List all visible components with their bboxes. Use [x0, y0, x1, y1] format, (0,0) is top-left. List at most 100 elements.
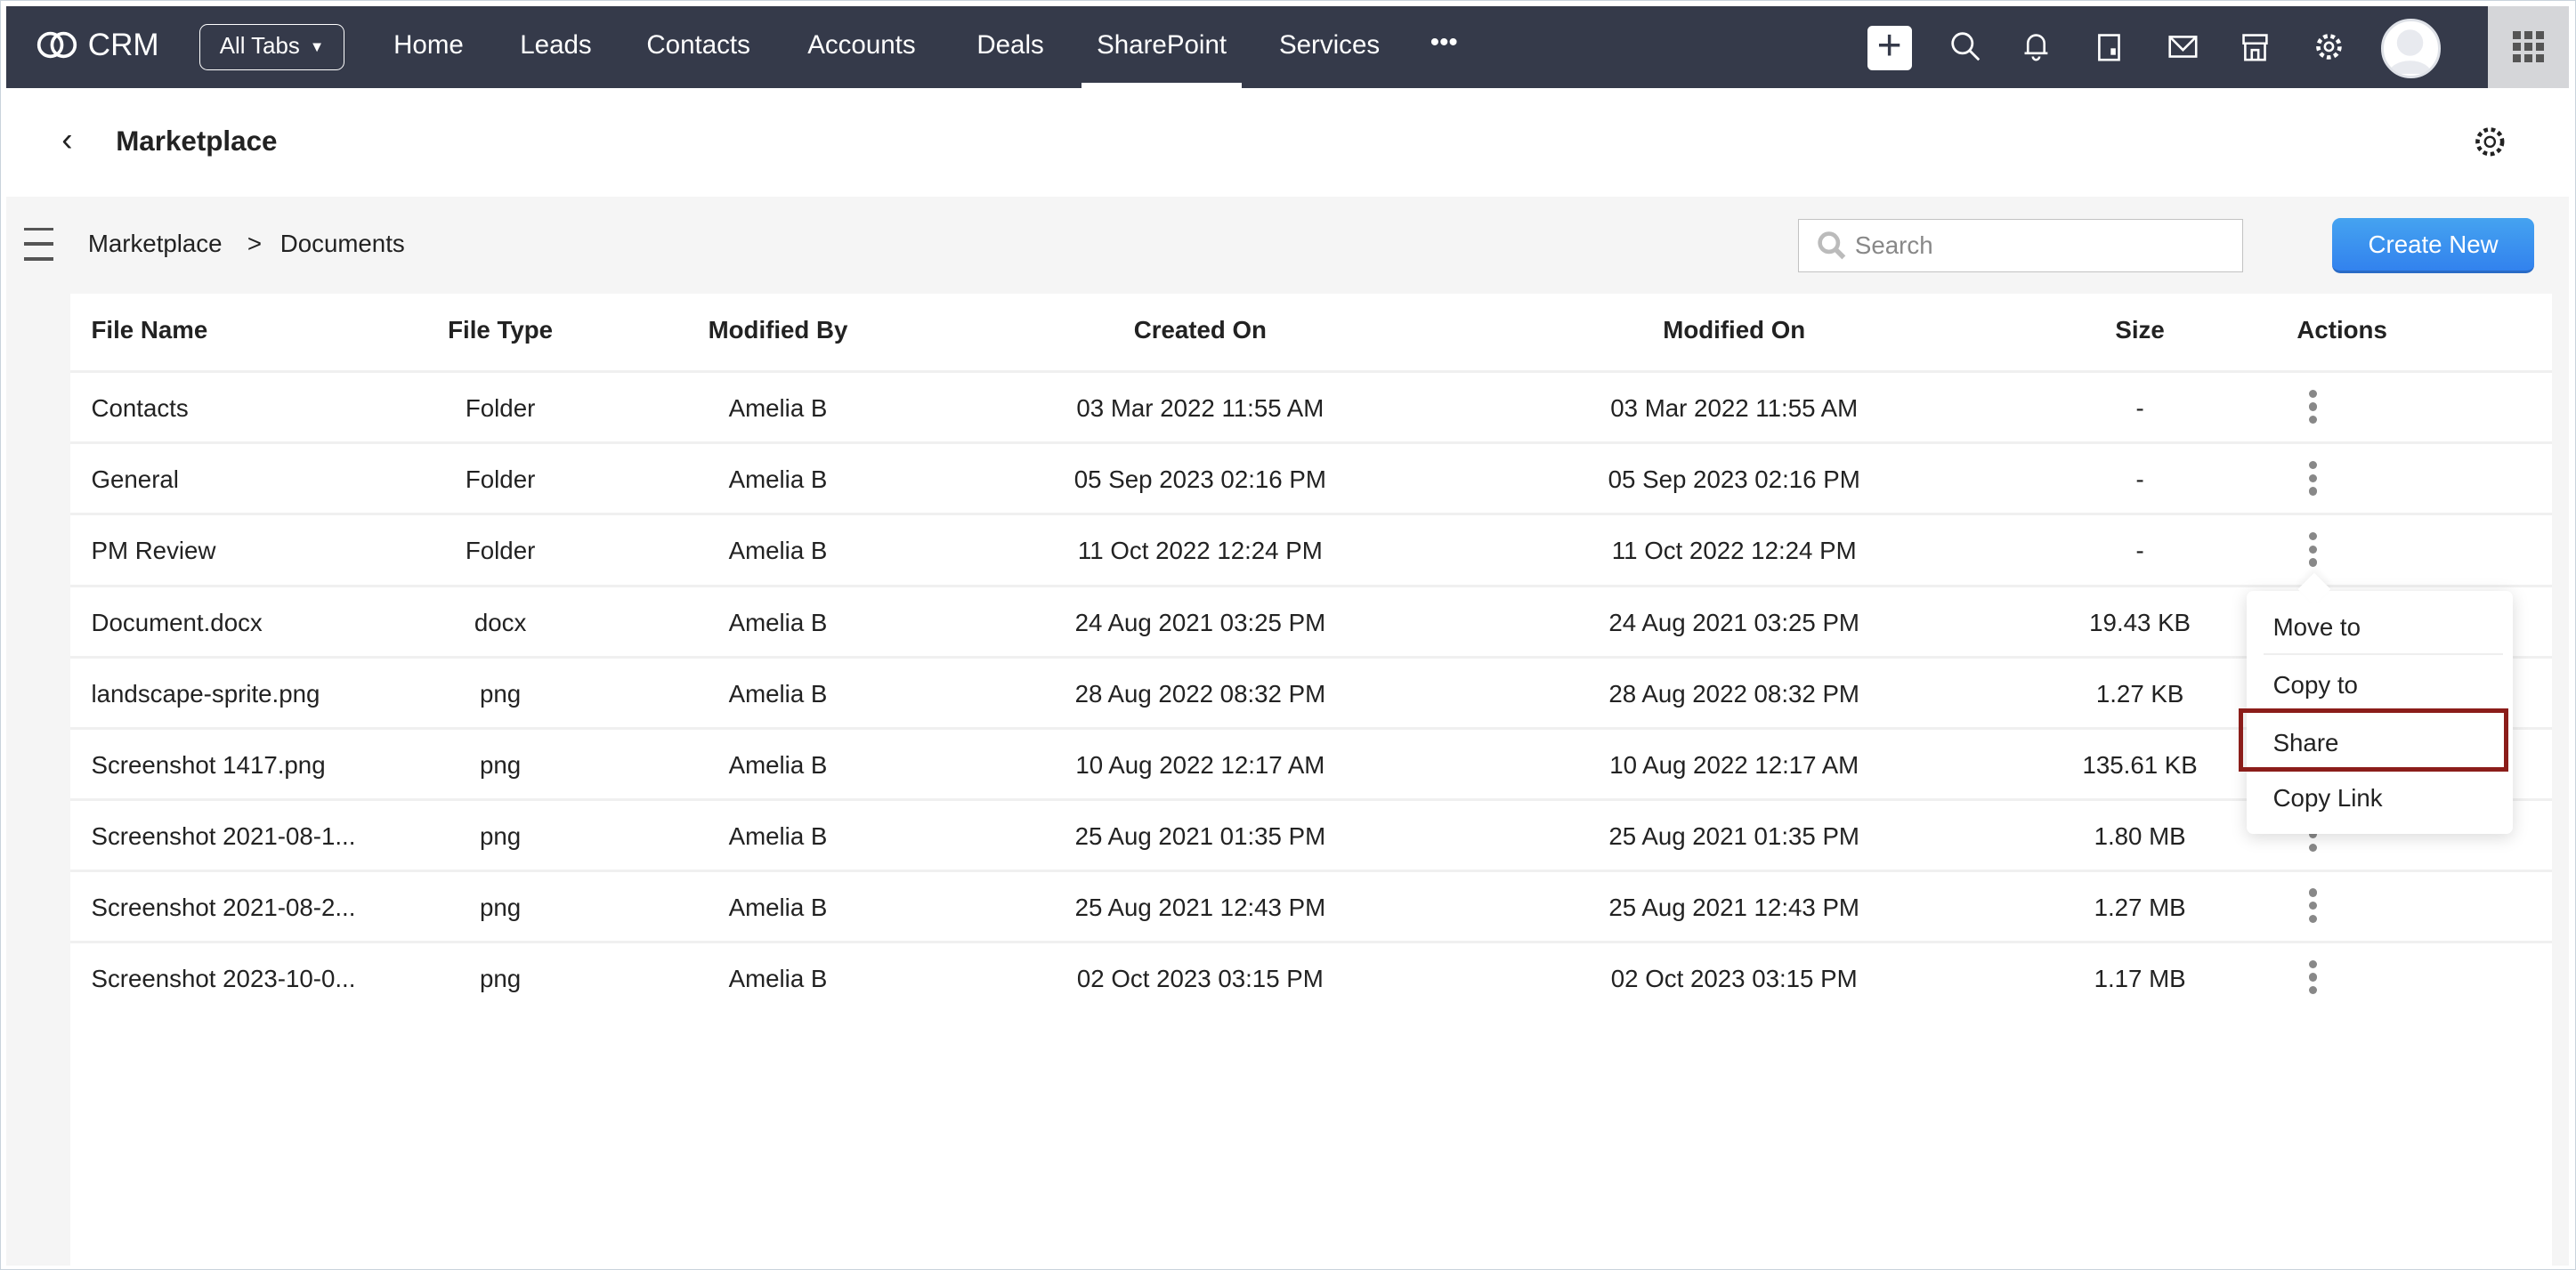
- cell-modified-on: 25 Aug 2021 12:43 PM: [1608, 893, 1859, 921]
- cell-file-name[interactable]: Contacts: [91, 394, 189, 423]
- menu-item-copy-link[interactable]: Copy Link: [2272, 784, 2383, 813]
- user-avatar[interactable]: [2381, 19, 2441, 78]
- tab-services[interactable]: Services: [1278, 30, 1381, 61]
- back-chevron-icon[interactable]: ‹: [61, 120, 73, 158]
- cell-file-name[interactable]: Screenshot 1417.png: [91, 750, 326, 779]
- settings-gear-icon[interactable]: [2309, 28, 2348, 67]
- cell-modified-by: Amelia B: [728, 893, 828, 921]
- cell-file-type: png: [479, 893, 522, 921]
- cell-modified-by: Amelia B: [728, 394, 828, 423]
- search-input[interactable]: Search: [1798, 219, 2244, 272]
- column-header-file-name[interactable]: File Name: [91, 316, 208, 344]
- cell-file-name[interactable]: Screenshot 2021-08-1...: [91, 821, 356, 850]
- cell-file-type: docx: [474, 608, 527, 636]
- crm-logo-icon: [36, 31, 77, 59]
- cell-size: 1.27 MB: [2094, 893, 2186, 921]
- page-settings-gear-icon[interactable]: [2472, 124, 2508, 167]
- more-actions-icon[interactable]: [2309, 460, 2319, 496]
- column-header-modified-on[interactable]: Modified On: [1663, 316, 1806, 344]
- cell-file-name[interactable]: Screenshot 2023-10-0...: [91, 965, 356, 993]
- search-icon[interactable]: [1946, 28, 1985, 67]
- column-header-size[interactable]: Size: [2115, 316, 2165, 344]
- cell-created-on: 03 Mar 2022 11:55 AM: [1076, 394, 1324, 423]
- crm-logo[interactable]: CRM: [36, 28, 159, 63]
- cell-file-type: png: [479, 821, 522, 850]
- cell-size: 1.27 KB: [2095, 679, 2184, 708]
- calendar-icon[interactable]: [2089, 28, 2128, 67]
- table-row[interactable]: Document.docx docx Amelia B 24 Aug 2021 03:…: [69, 584, 2553, 655]
- cell-modified-on: 28 Aug 2022 08:32 PM: [1608, 679, 1859, 708]
- apps-grid-icon[interactable]: [2488, 5, 2569, 88]
- documents-table: File Name File Type Modified By Created …: [69, 293, 2553, 1266]
- quick-create-button[interactable]: +: [1867, 24, 1912, 70]
- cell-file-name[interactable]: PM Review: [91, 537, 216, 565]
- user-icon: [2388, 29, 2432, 76]
- more-tabs-button[interactable]: •••: [1430, 27, 1458, 57]
- tab-accounts[interactable]: Accounts: [807, 30, 916, 61]
- table-row[interactable]: Screenshot 2023-10-0... png Amelia B 02 Oct…: [69, 941, 2553, 1011]
- cell-created-on: 25 Aug 2021 12:43 PM: [1074, 893, 1326, 921]
- table-row[interactable]: PM Review Folder Amelia B 11 Oct 2022 12:24…: [69, 513, 2553, 583]
- menu-item-share[interactable]: Share: [2272, 728, 2339, 756]
- cell-modified-on: 05 Sep 2023 02:16 PM: [1608, 465, 1860, 494]
- tab-sharepoint[interactable]: SharePoint: [1081, 30, 1242, 90]
- cell-file-type: Folder: [465, 537, 536, 565]
- cell-file-type: png: [479, 750, 522, 779]
- cell-created-on: 25 Aug 2021 01:35 PM: [1074, 821, 1326, 850]
- tab-deals[interactable]: Deals: [976, 30, 1044, 61]
- breadcrumb-marketplace[interactable]: Marketplace: [87, 229, 223, 257]
- cell-file-name[interactable]: landscape-sprite.png: [91, 679, 320, 708]
- menu-item-move-to[interactable]: Move to: [2272, 613, 2361, 642]
- more-actions-icon[interactable]: [2309, 531, 2319, 567]
- cell-modified-on: 25 Aug 2021 01:35 PM: [1608, 821, 1859, 850]
- cell-file-name[interactable]: Screenshot 2021-08-2...: [91, 893, 356, 921]
- column-header-created-on[interactable]: Created On: [1133, 316, 1267, 344]
- cell-size: 1.80 MB: [2094, 821, 2186, 850]
- cell-created-on: 28 Aug 2022 08:32 PM: [1074, 679, 1326, 708]
- cell-file-name[interactable]: General: [91, 465, 179, 494]
- tab-leads[interactable]: Leads: [520, 30, 592, 61]
- hamburger-menu-icon[interactable]: [23, 227, 54, 261]
- table-row[interactable]: Screenshot 1417.png png Amelia B 10 Aug 202…: [69, 726, 2553, 797]
- all-tabs-dropdown[interactable]: All Tabs ▼: [199, 23, 344, 70]
- plus-icon: +: [1876, 21, 1902, 69]
- table-row[interactable]: Screenshot 2021-08-2... png Amelia B 25 Aug…: [69, 870, 2553, 940]
- more-actions-icon[interactable]: [2309, 959, 2319, 995]
- table-row[interactable]: landscape-sprite.png png Amelia B 28 Aug 20…: [69, 655, 2553, 726]
- column-header-modified-by[interactable]: Modified By: [708, 316, 848, 344]
- bell-icon[interactable]: [2017, 28, 2056, 67]
- marketplace-icon[interactable]: [2235, 28, 2274, 67]
- page-title: Marketplace: [116, 125, 278, 158]
- menu-item-copy-to[interactable]: Copy to: [2272, 671, 2358, 700]
- table-row[interactable]: General Folder Amelia B 05 Sep 2023 02:16 P…: [69, 441, 2553, 512]
- more-actions-icon[interactable]: [2309, 888, 2319, 924]
- cell-modified-by: Amelia B: [728, 537, 828, 565]
- cell-size: -: [2135, 394, 2144, 423]
- cell-modified-by: Amelia B: [728, 608, 828, 636]
- cell-file-type: png: [479, 965, 522, 993]
- column-header-actions: Actions: [2297, 316, 2387, 344]
- cell-modified-on: 11 Oct 2022 12:24 PM: [1611, 537, 1857, 565]
- search-icon: [1817, 231, 1845, 259]
- table-row[interactable]: Screenshot 2021-08-1... png Amelia B 25 Aug…: [69, 797, 2553, 869]
- search-placeholder: Search: [1854, 231, 1933, 259]
- create-new-button[interactable]: Create New: [2332, 217, 2535, 274]
- more-actions-icon[interactable]: [2309, 389, 2319, 425]
- tab-contacts[interactable]: Contacts: [646, 30, 750, 61]
- cell-size: -: [2135, 537, 2144, 565]
- cell-size: 1.17 MB: [2094, 965, 2186, 993]
- cell-file-type: Folder: [465, 394, 536, 423]
- cell-modified-on: 03 Mar 2022 11:55 AM: [1610, 394, 1859, 423]
- tab-home[interactable]: Home: [393, 30, 464, 61]
- table-row[interactable]: Contacts Folder Amelia B 03 Mar 2022 11:55 …: [69, 370, 2553, 441]
- app-name: CRM: [87, 27, 159, 62]
- cell-file-name[interactable]: Document.docx: [91, 608, 263, 636]
- cell-created-on: 24 Aug 2021 03:25 PM: [1074, 608, 1326, 636]
- cell-size: 135.61 KB: [2082, 750, 2198, 779]
- cell-modified-by: Amelia B: [728, 465, 828, 494]
- breadcrumb-separator: >: [247, 229, 263, 257]
- caret-down-icon: ▼: [309, 37, 325, 55]
- mail-icon[interactable]: [2163, 28, 2202, 67]
- top-nav-bar: CRM All Tabs ▼ Home Leads Contacts Accoun…: [5, 5, 2569, 90]
- column-header-file-type[interactable]: File Type: [448, 316, 554, 344]
